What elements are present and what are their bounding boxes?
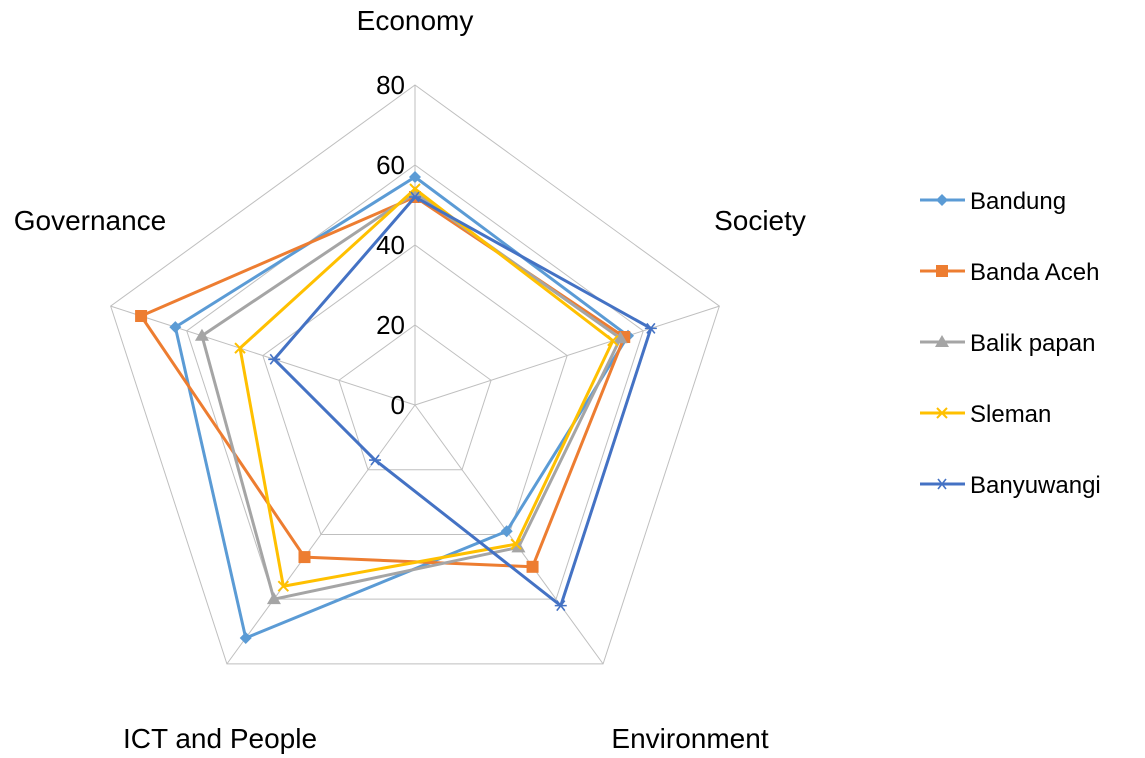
data-point-balik-papan-ict-and-people — [266, 592, 281, 605]
tick-label: 80 — [376, 70, 405, 100]
legend-marker — [936, 478, 948, 490]
data-point-banyuwangi-environment — [554, 600, 567, 612]
data-point-balik-papan-economy — [408, 186, 422, 198]
axis-title-environment: Environment — [611, 723, 768, 754]
legend-label: Sleman — [970, 401, 1051, 428]
legend-label: Banda Aceh — [970, 259, 1099, 286]
data-point-bandung-ict-and-people — [239, 631, 252, 644]
data-point-bandung-environment — [500, 525, 513, 538]
grid-ring-40 — [262, 244, 568, 535]
legend-item-banda-aceh: Banda Aceh — [920, 259, 1099, 286]
series-line-bandung — [173, 175, 630, 640]
tick-label: 0 — [391, 390, 405, 420]
series-banyuwangi — [268, 191, 657, 612]
legend-label: Bandung — [970, 188, 1066, 215]
radial-tick-labels: 0 20 40 60 80 — [376, 70, 405, 420]
legend-marker — [935, 335, 949, 347]
legend-marker — [936, 407, 948, 419]
data-point-sleman-environment — [510, 538, 522, 550]
data-point-sleman-governance — [234, 342, 246, 354]
legend-label: Banyuwangi — [970, 472, 1101, 499]
legend-marker — [936, 194, 948, 206]
data-point-bandung-governance — [169, 321, 182, 334]
data-point-balik-papan-society — [613, 331, 628, 344]
data-point-sleman-society — [607, 335, 619, 347]
series-bandung — [169, 171, 635, 644]
series-line-balik-papan — [200, 191, 622, 601]
data-point-balik-papan-governance — [194, 328, 209, 341]
grid-ring-80 — [110, 84, 720, 665]
legend-item-banyuwangi: Banyuwangi — [920, 472, 1101, 499]
legend-marker — [936, 265, 948, 277]
series-line-banyuwangi — [272, 195, 653, 608]
legend-item-bandung: Bandung — [920, 188, 1066, 215]
series-lines — [135, 171, 657, 644]
spoke-governance — [110, 305, 416, 406]
spoke-ict-and-people — [226, 404, 416, 665]
data-point-banyuwangi-ict-and-people — [369, 454, 382, 466]
tick-label: 20 — [376, 310, 405, 340]
data-point-banda-aceh-environment — [526, 560, 539, 573]
axis-title-governance: Governance — [14, 205, 167, 236]
spoke-society — [414, 305, 720, 406]
axis-title-society: Society — [714, 205, 806, 236]
tick-label: 60 — [376, 150, 405, 180]
legend: Bandung Banda Aceh Balik papan Sleman Banyuw… — [920, 188, 1101, 499]
data-point-banyuwangi-economy — [409, 191, 421, 203]
legend-item-balik-papan: Balik papan — [920, 330, 1095, 357]
data-point-banda-aceh-governance — [135, 310, 148, 323]
series-sleman — [234, 183, 619, 592]
grid-ring-20 — [338, 324, 492, 471]
series-balik-papan — [194, 186, 628, 605]
data-point-banda-aceh-ict-and-people — [298, 551, 311, 564]
data-point-banyuwangi-society — [644, 322, 657, 334]
data-point-sleman-ict-and-people — [277, 580, 290, 592]
axis-title-economy: Economy — [357, 5, 474, 36]
axis-titles: Economy Society Environment ICT and People G… — [14, 5, 806, 754]
tick-label: 40 — [376, 230, 405, 260]
series-line-sleman — [238, 187, 615, 588]
data-point-bandung-economy — [409, 171, 421, 183]
data-point-banyuwangi-governance — [268, 353, 281, 365]
legend-label: Balik papan — [970, 330, 1095, 357]
axis-title-ict-and-people: ICT and People — [123, 723, 317, 754]
legend-item-sleman: Sleman — [920, 401, 1051, 428]
